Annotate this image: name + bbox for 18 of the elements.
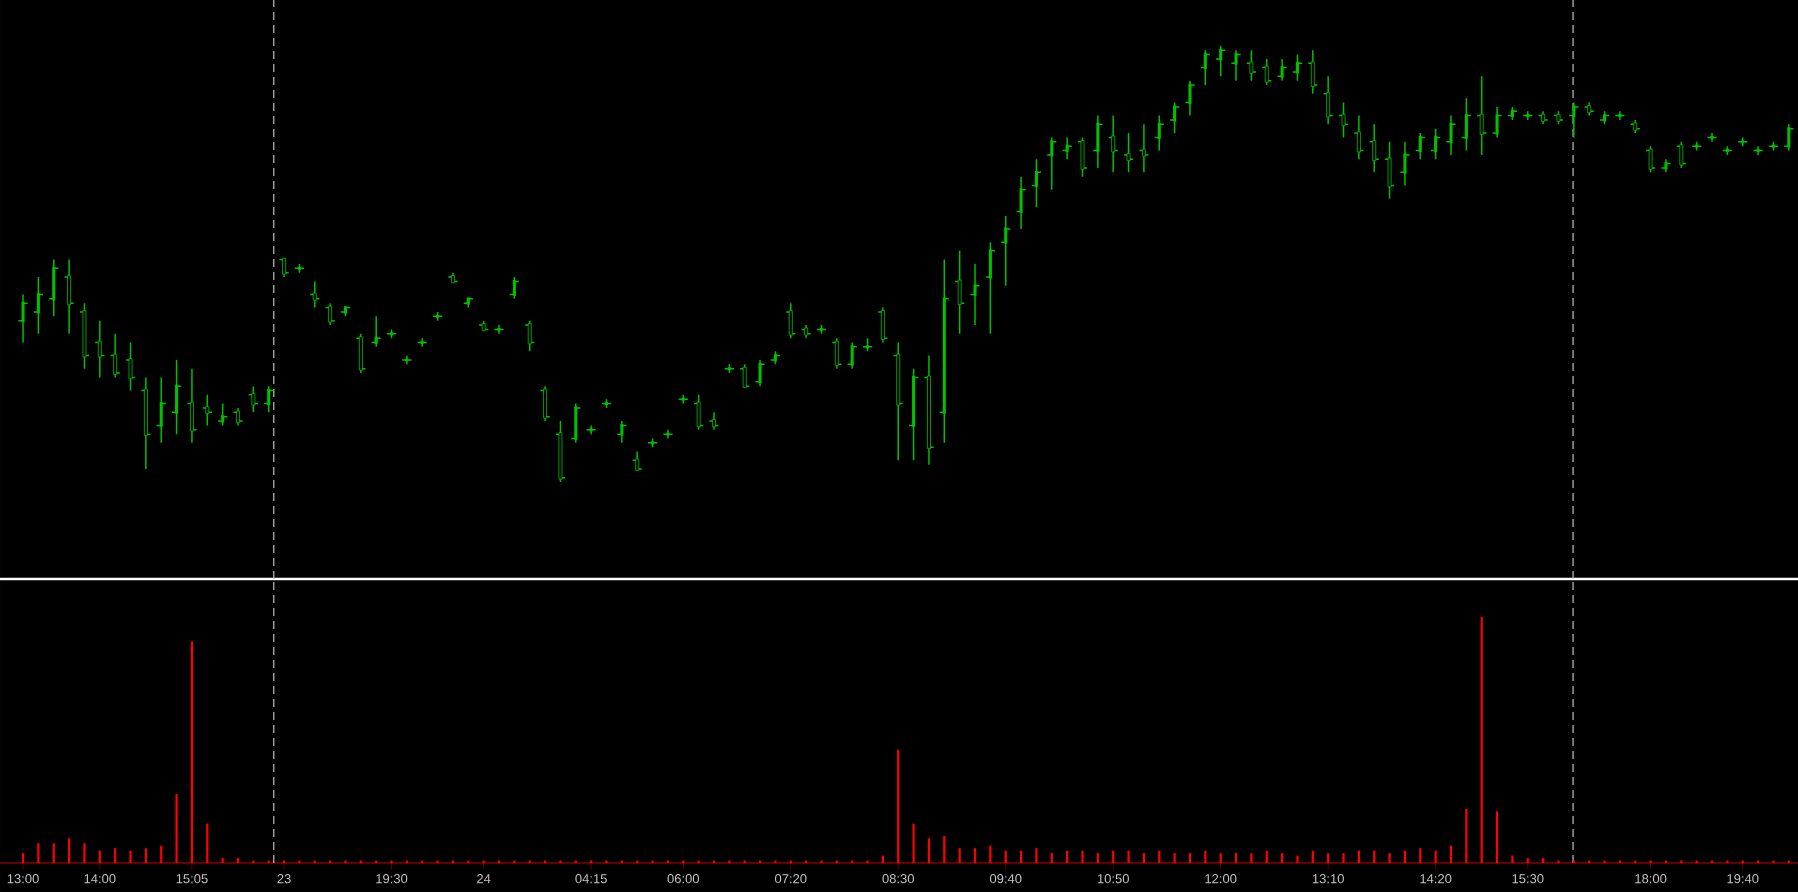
x-tick-label: 13:00 [7,874,39,884]
x-tick-label: 14:00 [84,874,116,884]
x-tick-label: 19:40 [1727,874,1759,884]
x-tick-label: 14:20 [1420,874,1452,884]
x-tick-label: 23 [277,874,291,884]
x-tick-label: 12:00 [1205,874,1237,884]
x-tick-label: 10:50 [1097,874,1129,884]
x-tick-label: 18:00 [1635,874,1667,884]
x-tick-label: 13:10 [1312,874,1344,884]
x-tick-label: 19:30 [376,874,408,884]
x-tick-label: 06:00 [667,874,700,884]
x-tick-label: 15:30 [1512,874,1544,884]
x-tick-label: 09:40 [989,874,1022,884]
x-tick-label: 08:30 [882,874,914,884]
x-tick-label: 04:15 [575,874,607,884]
x-tick-label: 15:05 [176,874,208,884]
x-tick-label: 07:20 [775,874,807,884]
x-tick-label: 24 [477,874,491,884]
